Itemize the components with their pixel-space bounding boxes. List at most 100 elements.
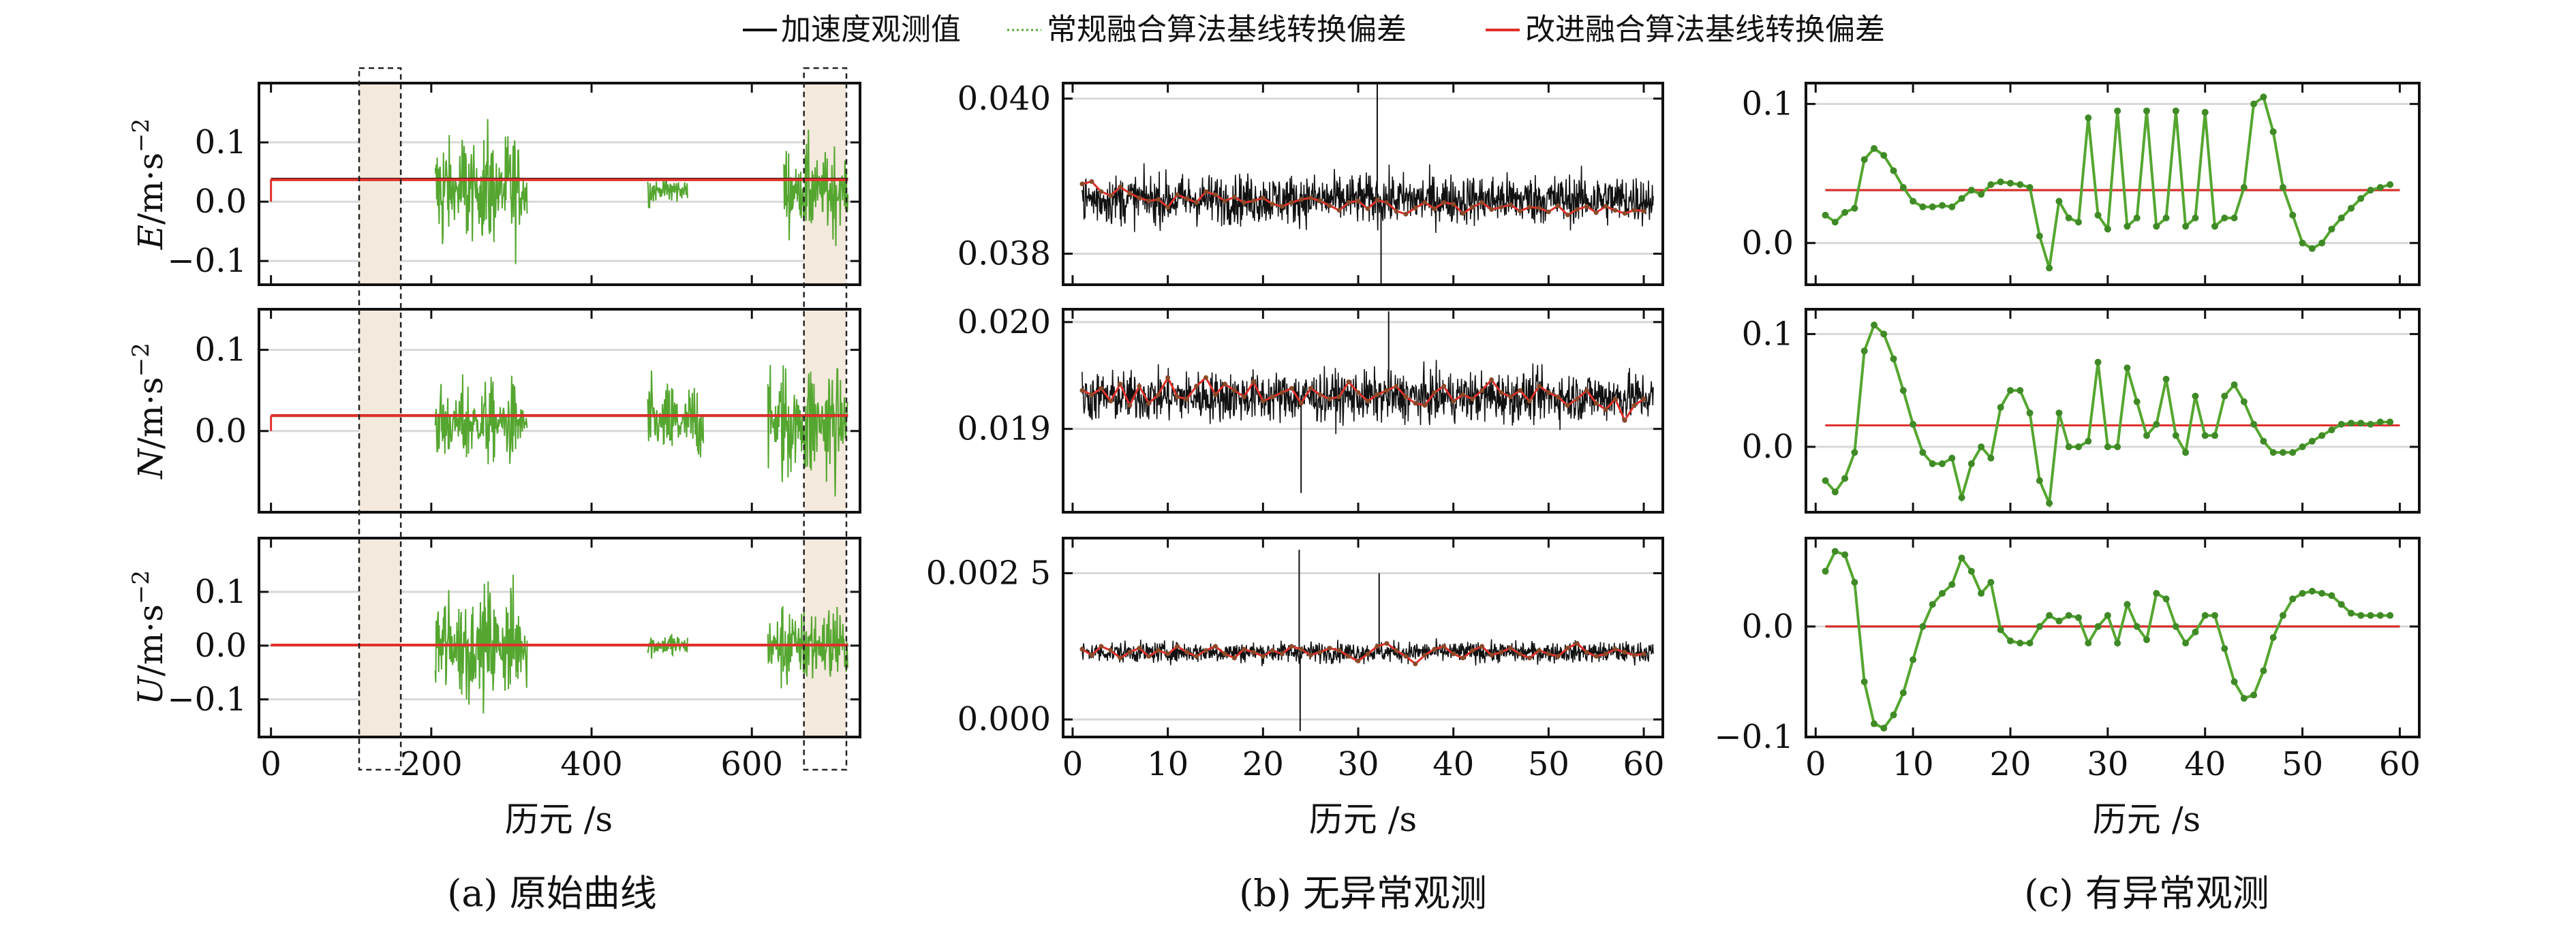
conventional-point (1987, 578, 1995, 586)
ytick-label: 0.1 (195, 331, 247, 369)
improved-point (1612, 646, 1618, 652)
conventional-point (2075, 219, 2082, 226)
improved-point (1108, 648, 1114, 653)
improved-point (1298, 197, 1304, 202)
improved-point (1231, 194, 1237, 200)
conventional-point (2104, 612, 2111, 619)
conventional-point (2094, 211, 2102, 219)
improved-point (1584, 649, 1589, 655)
improved-point (1593, 653, 1599, 659)
improved-point (1499, 204, 1504, 210)
improved-point (1336, 394, 1342, 400)
conventional-point (2162, 215, 2170, 222)
improved-point (1574, 396, 1580, 402)
conventional-point (2055, 409, 2063, 417)
improved-point (1289, 200, 1294, 205)
improved-point (1137, 383, 1142, 389)
improved-point (1298, 646, 1304, 652)
improved-point (1489, 207, 1494, 213)
improved-point (1089, 653, 1094, 658)
legend-label-conventional: 常规融合算法基线转换偏差 (1047, 12, 1407, 47)
improved-point (1079, 646, 1085, 652)
conventional-point (1831, 219, 1839, 226)
improved-point (1203, 648, 1209, 653)
improved-point (1346, 200, 1351, 205)
improved-point (1089, 179, 1094, 185)
conventional-point (2192, 392, 2199, 400)
xlabel-panel-c: 历元 /s (2093, 800, 2201, 839)
conventional-point (1919, 203, 1927, 210)
xtick-label: 30 (1337, 745, 1379, 783)
improved-point (1270, 202, 1275, 207)
conventional-point (2260, 667, 2267, 674)
conventional-point (1871, 144, 1877, 152)
conventional-point (2269, 634, 2277, 641)
improved-point (1251, 198, 1256, 204)
improved-point (1317, 392, 1323, 397)
conventional-series (647, 178, 688, 208)
improved-point (1460, 210, 1466, 216)
improved-point (1108, 193, 1114, 198)
improved-point (1355, 198, 1361, 204)
conventional-point (2367, 420, 2374, 428)
improved-point (1499, 649, 1504, 655)
conventional-point (2240, 695, 2248, 702)
improved-point (1260, 195, 1266, 200)
conventional-point (2133, 623, 2141, 630)
improved-point (1508, 394, 1514, 400)
improved-point (1394, 648, 1399, 653)
improved-point (1317, 649, 1323, 655)
improved-point (1384, 200, 1390, 205)
conventional-point (2348, 204, 2355, 212)
conventional-point (1958, 494, 1965, 501)
improved-point (1413, 205, 1418, 210)
improved-point (1165, 204, 1171, 210)
improved-point (1241, 200, 1246, 205)
improved-point (1156, 648, 1161, 653)
conventional-point (2230, 215, 2238, 222)
conventional-point (1987, 181, 1995, 189)
improved-point (1327, 645, 1332, 650)
conventional-point (1929, 203, 1936, 210)
conventional-point (2221, 645, 2228, 653)
conventional-point (2104, 443, 2111, 450)
highlight-band (359, 309, 401, 512)
improved-point (1527, 204, 1532, 210)
improved-point (1127, 403, 1133, 408)
conventional-point (2114, 443, 2121, 450)
conventional-point (2065, 443, 2072, 450)
conventional-point (2328, 592, 2335, 599)
improved-point (1137, 645, 1142, 650)
axes-frame (258, 537, 861, 738)
xtick-label: 60 (2379, 745, 2421, 783)
improved-point (1231, 655, 1237, 661)
conventional-point (2211, 223, 2218, 230)
improved-point (1127, 191, 1133, 196)
improved-point (1317, 198, 1323, 204)
conventional-point (2337, 215, 2345, 222)
improved-point (1089, 392, 1094, 397)
plot-area (1063, 550, 1663, 732)
improved-point (1118, 381, 1123, 387)
conventional-point (2289, 595, 2297, 603)
improved-point (1546, 209, 1551, 215)
improved-point (1241, 646, 1246, 652)
ytick-label: 0.0 (195, 627, 247, 665)
conventional-point (2017, 181, 2024, 189)
conventional-series (767, 605, 848, 689)
conventional-point (2211, 432, 2218, 439)
improved-point (1527, 655, 1532, 661)
conventional-point (2046, 612, 2053, 619)
conventional-point (2357, 612, 2365, 619)
improved-point (1384, 388, 1390, 393)
ylabel-variable: N (131, 448, 170, 480)
improved-point (1384, 641, 1390, 646)
ylabel-exponent: −2 (127, 343, 155, 377)
improved-point (1546, 390, 1551, 395)
xtick-label: 20 (1989, 745, 2031, 783)
improved-point (1394, 208, 1399, 214)
improved-point (1099, 386, 1104, 391)
conventional-point (1958, 195, 1965, 202)
conventional-point (2201, 432, 2209, 439)
